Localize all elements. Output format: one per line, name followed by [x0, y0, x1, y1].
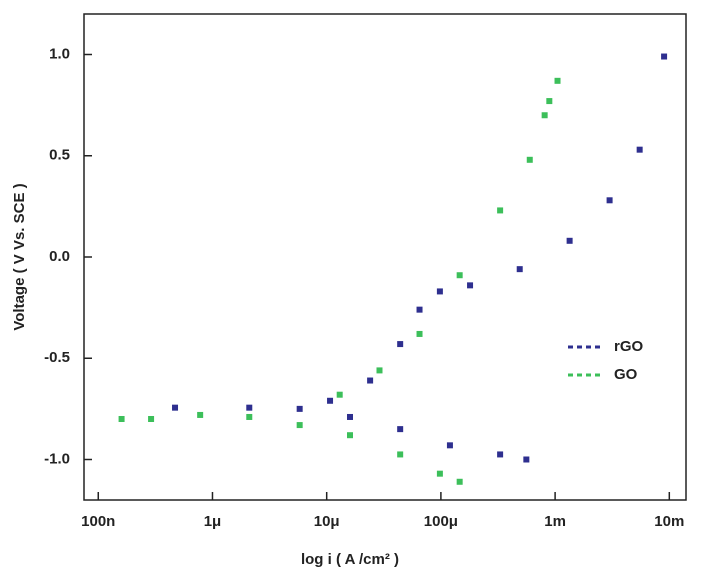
data-point	[467, 282, 473, 288]
data-point	[397, 451, 403, 457]
data-point	[546, 98, 552, 104]
y-tick-label: 1.0	[49, 45, 70, 62]
data-point	[172, 405, 178, 411]
data-point	[542, 112, 548, 118]
data-point	[397, 341, 403, 347]
data-point	[497, 451, 503, 457]
data-point	[297, 406, 303, 412]
x-tick-label: 10m	[654, 513, 684, 530]
data-point	[637, 147, 643, 153]
data-point	[347, 414, 353, 420]
data-point	[417, 307, 423, 313]
data-point	[337, 392, 343, 398]
data-point	[457, 479, 463, 485]
data-point	[148, 416, 154, 422]
data-point	[661, 54, 667, 60]
data-point	[397, 426, 403, 432]
y-axis-label: Voltage ( V Vs. SCE )	[11, 183, 28, 330]
x-tick-label: 1m	[544, 513, 566, 530]
data-point	[447, 442, 453, 448]
data-point	[517, 266, 523, 272]
data-point	[607, 197, 613, 203]
x-tick-label: 1μ	[204, 513, 222, 530]
data-point	[246, 405, 252, 411]
data-point	[437, 471, 443, 477]
chart: log i ( A /cm² ) Voltage ( V Vs. SCE ) 1…	[0, 0, 703, 574]
data-point	[457, 272, 463, 278]
data-point	[527, 157, 533, 163]
y-tick-label: -1.0	[44, 450, 70, 467]
data-point	[367, 378, 373, 384]
data-point	[497, 207, 503, 213]
x-axis-label: log i ( A /cm² )	[301, 551, 399, 568]
x-tick-label: 10μ	[314, 513, 340, 530]
data-point	[523, 457, 529, 463]
legend-label: rGO	[614, 338, 644, 355]
x-tick-label: 100n	[81, 513, 115, 530]
data-point	[567, 238, 573, 244]
data-point	[297, 422, 303, 428]
legend-label: GO	[614, 366, 638, 383]
data-point	[347, 432, 353, 438]
data-point	[197, 412, 203, 418]
data-point	[555, 78, 561, 84]
y-tick-label: 0.5	[49, 147, 70, 164]
x-tick-label: 100μ	[424, 513, 458, 530]
y-tick-label: 0.0	[49, 248, 70, 265]
data-point	[417, 331, 423, 337]
plot-frame	[84, 14, 686, 500]
data-point	[119, 416, 125, 422]
data-point	[327, 398, 333, 404]
data-point	[437, 288, 443, 294]
data-point	[376, 367, 382, 373]
data-point	[246, 414, 252, 420]
y-tick-label: -0.5	[44, 349, 70, 366]
